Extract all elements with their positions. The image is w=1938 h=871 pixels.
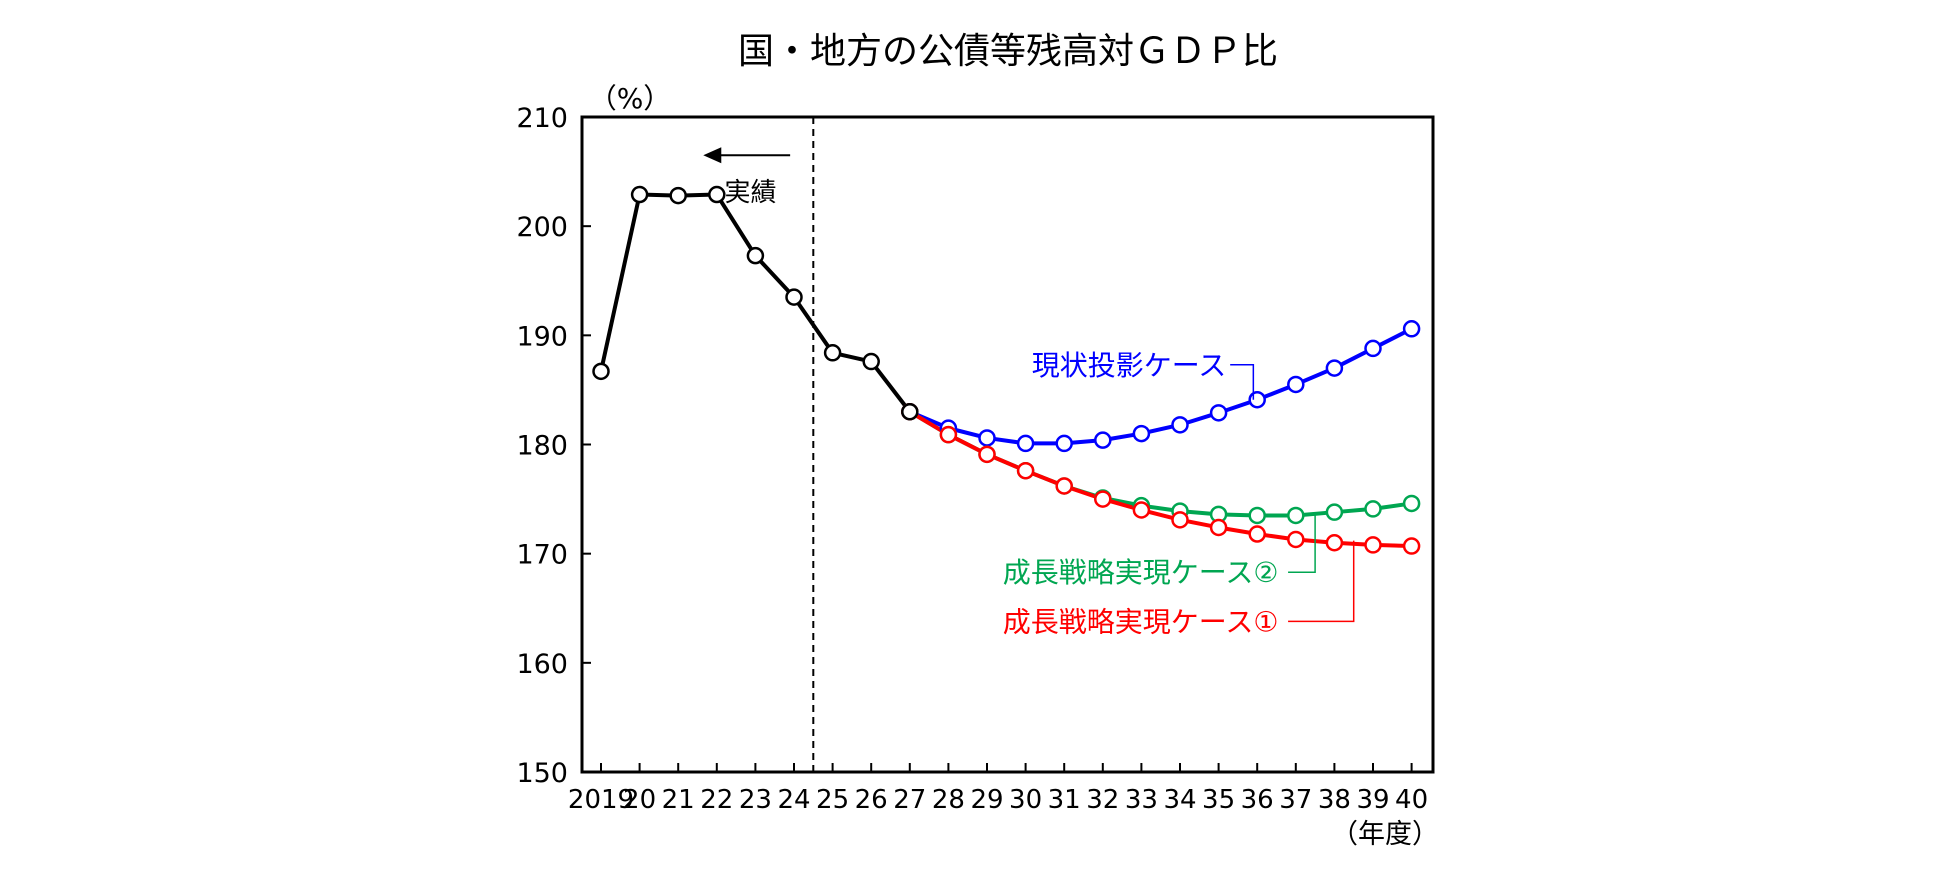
legend-leader-line [1288, 514, 1316, 573]
data-point [1016, 434, 1035, 453]
y-axis-unit-label: （%） [589, 82, 672, 115]
x-tick-label: 25 [816, 785, 849, 815]
y-tick-label: 200 [516, 212, 568, 243]
data-point [1132, 424, 1151, 443]
x-tick-label: 31 [1048, 785, 1081, 815]
x-tick-label: 40 [1395, 785, 1428, 815]
actual-label: 実績 [725, 178, 777, 208]
legend-label: 成長戦略実現ケース② [1003, 556, 1279, 589]
chart-title: 国・地方の公債等残高対ＧＤＰ比 [738, 31, 1278, 72]
x-tick-label: 27 [893, 785, 926, 815]
data-point [1209, 404, 1228, 422]
data-point [669, 186, 687, 205]
data-point [1325, 359, 1344, 377]
x-tick-label: 34 [1163, 785, 1196, 815]
x-tick-label: 33 [1125, 785, 1158, 815]
legend-leader-line [1230, 364, 1255, 400]
x-tick-label: 36 [1241, 785, 1274, 815]
data-point [1055, 434, 1073, 453]
data-point [1287, 530, 1305, 549]
series-line [909, 327, 1413, 446]
data-point [785, 288, 803, 306]
data-point [1248, 390, 1266, 409]
x-axis-unit-label: （年度） [1331, 819, 1439, 850]
data-point [1016, 461, 1035, 480]
data-point [1364, 339, 1382, 358]
x-tick-label: 30 [1009, 785, 1042, 815]
data-point [978, 429, 996, 447]
data-point [1364, 536, 1382, 554]
x-tick-label: 38 [1318, 785, 1351, 815]
data-point [1287, 375, 1305, 394]
data-point [592, 362, 610, 381]
x-tick-label: 35 [1202, 785, 1235, 815]
series-line [599, 192, 912, 413]
data-point [1094, 490, 1112, 508]
data-point [708, 185, 726, 204]
data-point [1325, 503, 1344, 521]
x-tick-label: 21 [662, 785, 695, 815]
data-point [1402, 320, 1421, 338]
y-tick-label: 170 [516, 540, 568, 571]
data-point [862, 352, 880, 371]
data-point [823, 344, 842, 362]
legend-label: 成長戦略実現ケース① [1003, 605, 1279, 638]
data-point [1055, 477, 1073, 495]
x-tick-label: 29 [970, 785, 1003, 815]
plot-area-frame [580, 115, 1435, 774]
data-point [746, 246, 765, 265]
x-tick-label: 26 [855, 785, 888, 815]
data-point [1248, 525, 1266, 543]
data-point [978, 445, 996, 464]
x-tick-label: 23 [739, 785, 772, 815]
legend-leader-line [1288, 540, 1355, 623]
data-point [1171, 416, 1189, 434]
data-point [1402, 494, 1421, 513]
x-tick-label: 39 [1356, 785, 1389, 815]
y-tick-label: 190 [516, 321, 568, 352]
actual-arrow-head [703, 147, 722, 164]
x-tick-label: 28 [932, 785, 965, 815]
data-point [1171, 511, 1189, 529]
x-tick-label: 24 [777, 785, 810, 815]
legend-label: 現状投影ケース [1032, 349, 1227, 382]
y-tick-label: 150 [516, 758, 568, 789]
y-tick-label: 210 [516, 103, 568, 134]
data-point [1402, 537, 1421, 555]
data-point [939, 425, 958, 444]
x-tick-label: 2019 [568, 785, 634, 815]
data-point [1325, 534, 1344, 552]
x-tick-label: 20 [623, 785, 656, 815]
data-point [1248, 506, 1266, 525]
data-point [1132, 501, 1151, 519]
data-point [630, 185, 649, 204]
data-point [1364, 500, 1382, 518]
x-tick-label: 22 [700, 785, 733, 815]
x-tick-label: 37 [1279, 785, 1312, 815]
data-point [901, 403, 919, 421]
data-point [1287, 506, 1305, 525]
x-tick-label: 32 [1086, 785, 1119, 815]
data-point [1209, 518, 1228, 537]
y-tick-label: 160 [516, 649, 568, 680]
y-tick-label: 180 [516, 431, 568, 462]
data-point [1094, 431, 1112, 449]
